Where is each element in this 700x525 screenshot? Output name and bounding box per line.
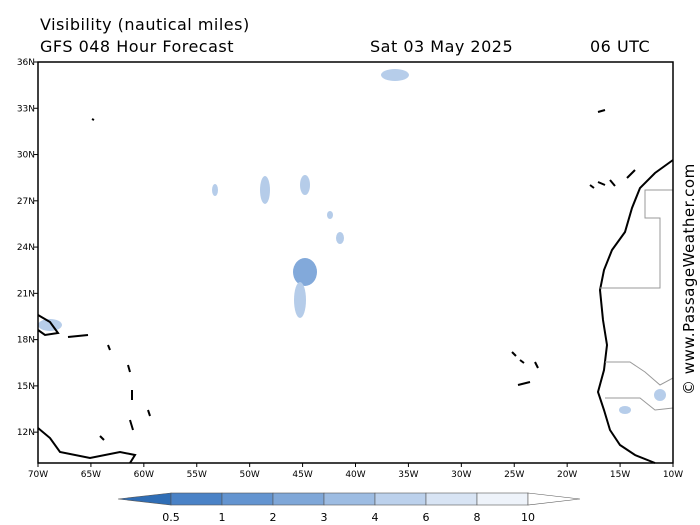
colorbar-label: 1: [219, 511, 226, 524]
colorbar-segment: [476, 492, 529, 506]
y-tick-label: 24N: [17, 243, 35, 253]
colorbar-arrow: [117, 492, 172, 506]
border: [605, 397, 674, 411]
colorbar-arrow: [527, 492, 581, 506]
colorbar-label: 4: [372, 511, 379, 524]
x-tick-label: 70W: [28, 470, 48, 480]
y-tick-label: 33N: [17, 104, 35, 114]
colorbar-segment: [374, 492, 427, 506]
colorbar-label: 0.5: [162, 511, 180, 524]
visibility-field: [38, 69, 666, 414]
time-label: 06 UTC: [590, 37, 650, 56]
watermark: © www.PassageWeather.com: [680, 163, 698, 395]
x-tick-label: 25W: [504, 470, 524, 480]
map-frame: [37, 61, 674, 464]
x-tick-label: 65W: [81, 470, 101, 480]
x-tick-label: 60W: [134, 470, 154, 480]
y-tick-label: 27N: [17, 197, 35, 207]
model-label: GFS 048 Hour Forecast: [40, 37, 234, 56]
y-tick-label: 12N: [17, 428, 35, 438]
map-area: [37, 61, 674, 464]
colorbar-segment: [425, 492, 478, 506]
y-tick-label: 15N: [17, 382, 35, 392]
y-tick-label: 21N: [17, 289, 35, 299]
map-title: Visibility (nautical miles): [40, 15, 250, 34]
colorbar-label: 10: [521, 511, 535, 524]
x-tick-label: 35W: [398, 470, 418, 480]
y-tick-label: 30N: [17, 151, 35, 161]
date-label: Sat 03 May 2025: [370, 37, 513, 56]
colorbar-segment: [272, 492, 325, 506]
x-tick-label: 30W: [451, 470, 471, 480]
x-tick-label: 55W: [187, 470, 207, 480]
colorbar-label: 8: [474, 511, 481, 524]
y-tick-label: 36N: [17, 58, 35, 68]
x-tick-label: 50W: [239, 470, 259, 480]
x-tick-label: 20W: [557, 470, 577, 480]
y-tick-label: 18N: [17, 336, 35, 346]
colorbar-label: 3: [321, 511, 328, 524]
coastline: [596, 159, 674, 464]
colorbar-segment: [221, 492, 274, 506]
colorbar-label: 6: [423, 511, 430, 524]
x-tick-label: 10W: [663, 470, 683, 480]
border: [600, 189, 673, 289]
islands: [37, 109, 636, 464]
colorbar: 0.5 1 2 3 4 6 8 10: [117, 492, 581, 524]
x-tick-label: 15W: [610, 470, 630, 480]
x-tick-label: 40W: [345, 470, 365, 480]
border: [605, 361, 674, 386]
x-tick-label: 45W: [292, 470, 312, 480]
colorbar-label: 2: [270, 511, 277, 524]
colorbar-segment: [323, 492, 376, 506]
colorbar-segment: [170, 492, 223, 506]
